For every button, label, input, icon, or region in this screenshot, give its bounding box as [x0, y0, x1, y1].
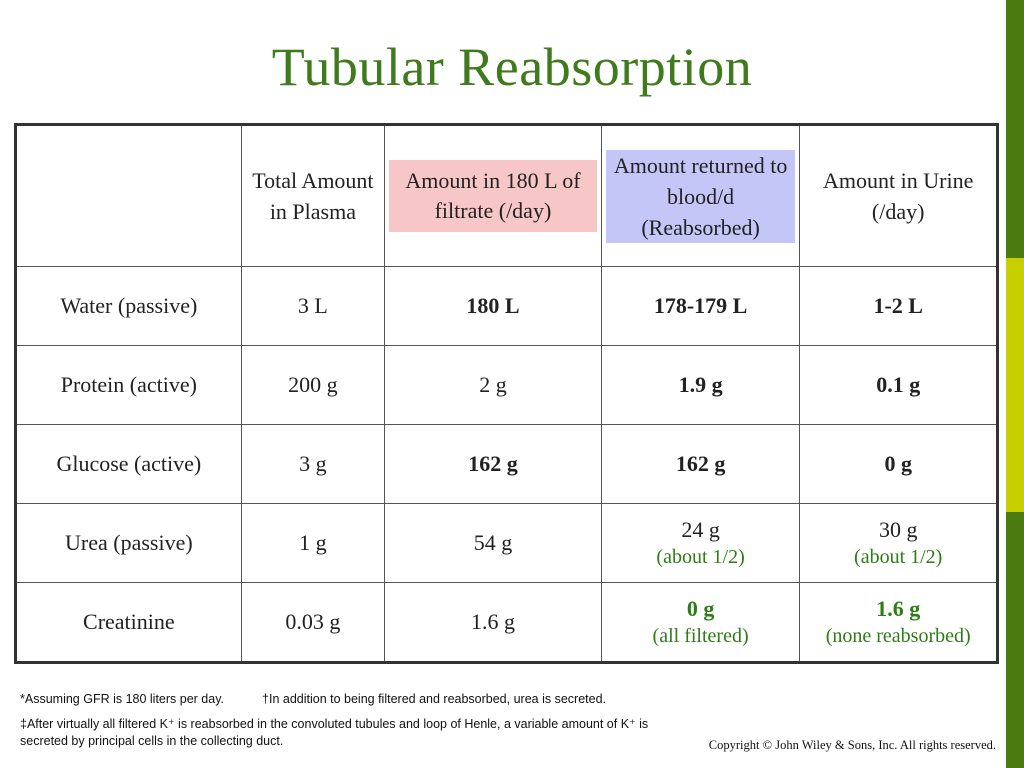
header-total-plasma: Total Amount in Plasma [240, 124, 386, 267]
cell-urine: 0 g [799, 424, 998, 504]
cell-plasma: 3 g [240, 424, 386, 504]
footnote-line-1: *Assuming GFR is 180 liters per day. †In … [20, 692, 606, 706]
cell-urine: 1.6 g (none reabsorbed) [799, 582, 998, 663]
footnote-urea: †In addition to being filtered and reabs… [262, 692, 606, 706]
header-substance [15, 124, 242, 267]
cell-filtrate: 180 L [384, 266, 602, 346]
copyright-notice: Copyright © John Wiley & Sons, Inc. All … [708, 738, 996, 752]
cell-plasma: 3 L [240, 266, 386, 346]
cell-plasma: 0.03 g [240, 582, 386, 663]
row-label: Glucose (active) [15, 424, 242, 504]
cell-reabsorbed: 0 g (all filtered) [600, 582, 801, 663]
side-accent-bar-top [1006, 0, 1024, 258]
cell-urine: 1-2 L [799, 266, 998, 346]
footnote-gfr: *Assuming GFR is 180 liters per day. [20, 692, 225, 706]
table-row-water: Water (passive) 3 L 180 L 178-179 L 1-2 … [15, 266, 998, 346]
cell-reabsorbed-value: 0 g [686, 596, 715, 621]
cell-urine-value: 1.6 g [876, 596, 921, 621]
table-header-row: Total Amount in Plasma Amount in 180 L o… [15, 124, 998, 267]
header-reabsorbed: Amount returned to blood/d (Reabsorbed) [600, 124, 801, 267]
cell-filtrate: 2 g [384, 345, 602, 425]
header-urine: Amount in Urine (/day) [799, 124, 998, 267]
cell-reabsorbed-note: (about 1/2) [656, 546, 745, 568]
cell-filtrate: 1.6 g [384, 582, 602, 663]
cell-reabsorbed-note: (all filtered) [652, 625, 749, 647]
row-label: Water (passive) [15, 266, 242, 346]
cell-reabsorbed: 24 g (about 1/2) [600, 503, 801, 583]
header-filtrate: Amount in 180 L of filtrate (/day) [384, 124, 602, 267]
table-row-creatinine: Creatinine 0.03 g 1.6 g 0 g (all filtere… [15, 582, 998, 663]
side-accent-bar-bottom [1006, 512, 1024, 768]
cell-urine: 0.1 g [799, 345, 998, 425]
header-reabsorbed-label: Amount returned to blood/d (Reabsorbed) [605, 149, 796, 243]
side-accent-bar-middle [1006, 258, 1024, 512]
cell-urine-note: (about 1/2) [854, 546, 943, 568]
header-filtrate-label: Amount in 180 L of filtrate (/day) [389, 160, 597, 232]
header-urine-label: Amount in Urine (/day) [823, 168, 974, 224]
cell-reabsorbed: 1.9 g [600, 345, 801, 425]
slide-title: Tubular Reabsorption [271, 37, 753, 97]
cell-plasma: 1 g [240, 503, 386, 583]
row-label: Urea (passive) [15, 503, 242, 583]
cell-urine-note: (none reabsorbed) [825, 625, 971, 647]
cell-urine: 30 g (about 1/2) [799, 503, 998, 583]
cell-reabsorbed: 162 g [600, 424, 801, 504]
cell-reabsorbed: 178-179 L [600, 266, 801, 346]
table-row-glucose: Glucose (active) 3 g 162 g 162 g 0 g [15, 424, 998, 504]
table-row-protein: Protein (active) 200 g 2 g 1.9 g 0.1 g [15, 345, 998, 425]
cell-reabsorbed-value: 24 g [681, 517, 720, 542]
table-row-urea: Urea (passive) 1 g 54 g 24 g (about 1/2)… [15, 503, 998, 583]
cell-plasma: 200 g [240, 345, 386, 425]
reabsorption-table: Total Amount in Plasma Amount in 180 L o… [14, 123, 999, 664]
footnote-potassium: ‡After virtually all filtered K⁺ is reab… [20, 717, 649, 748]
cell-filtrate: 162 g [384, 424, 602, 504]
row-label: Creatinine [15, 582, 242, 663]
row-label: Protein (active) [15, 345, 242, 425]
cell-urine-value: 30 g [878, 517, 918, 542]
header-total-plasma-label: Total Amount in Plasma [252, 168, 374, 224]
cell-filtrate: 54 g [384, 503, 602, 583]
